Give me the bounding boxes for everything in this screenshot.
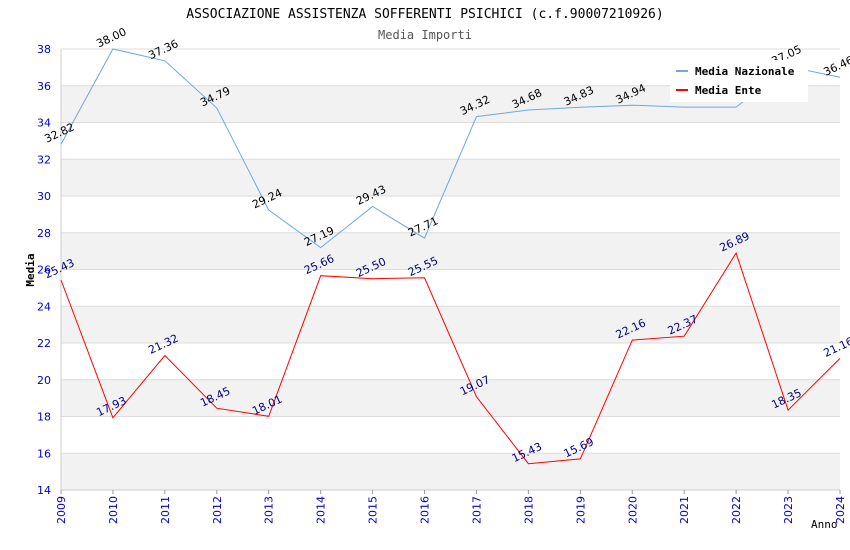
- legend-label-2: Media Ente: [695, 84, 762, 97]
- y-tick-label: 18: [37, 411, 51, 424]
- x-tick-label: 2020: [626, 496, 639, 524]
- chart-subtitle: Media Importi: [378, 28, 472, 42]
- x-tick-label: 2019: [574, 496, 587, 524]
- legend-label-1: Media Nazionale: [695, 65, 795, 78]
- grid-band: [61, 343, 840, 380]
- grid-band: [61, 122, 840, 160]
- y-tick-label: 32: [37, 153, 51, 166]
- y-tick-label: 34: [37, 117, 51, 130]
- grid-band: [61, 379, 840, 417]
- x-tick-label: 2015: [367, 496, 380, 524]
- x-axis-label: Anno: [811, 518, 838, 531]
- series-line-2: [60, 251, 841, 465]
- chart-title: ASSOCIAZIONE ASSISTENZA SOFFERENTI PSICH…: [186, 7, 663, 22]
- grid-band: [61, 416, 840, 454]
- y-tick-label: 16: [37, 447, 51, 460]
- legend: Media Nazionale Media Ente: [670, 60, 808, 102]
- grid-band: [61, 269, 840, 307]
- y-tick-label: 24: [37, 300, 51, 313]
- x-tick-label: 2018: [522, 496, 535, 524]
- x-tick-label: 2016: [419, 496, 432, 524]
- x-tick-label: 2014: [315, 496, 328, 524]
- y-tick-label: 26: [37, 264, 51, 277]
- x-tick-label: 2023: [782, 496, 795, 524]
- y-axis-label: Media: [24, 253, 37, 286]
- series-lines: [60, 48, 841, 465]
- grid-band: [61, 453, 840, 490]
- y-tick-label: 38: [37, 43, 51, 56]
- series-line-1: [60, 48, 841, 249]
- x-tick-label: 2013: [263, 496, 276, 524]
- x-tick-label: 2022: [730, 496, 743, 524]
- grid-band: [61, 232, 840, 270]
- x-tick-label: 2012: [211, 496, 224, 524]
- y-axis-ticks: 14 16 18 20 22 24 26 28 30 32 34 36 38: [37, 43, 51, 497]
- data-label: 38.00: [94, 25, 128, 50]
- y-tick-label: 36: [37, 80, 51, 93]
- x-tick-label: 2011: [159, 496, 172, 524]
- x-tick-label: 2024: [834, 496, 847, 524]
- legend-box: [670, 60, 808, 102]
- y-tick-label: 30: [37, 190, 51, 203]
- x-tick-label: 2017: [470, 496, 483, 524]
- x-tick-label: 2021: [678, 496, 691, 524]
- x-tick-label: 2009: [55, 496, 68, 524]
- grid-band: [61, 196, 840, 233]
- y-tick-label: 28: [37, 227, 51, 240]
- x-axis-ticks: 2009 2010 2011 2012 2013 2014 2015 2016 2017 2018…: [55, 490, 847, 524]
- grid-bands: [60, 48, 840, 491]
- y-tick-label: 22: [37, 337, 51, 350]
- x-tick-label: 2010: [107, 496, 120, 524]
- y-tick-label: 14: [37, 484, 51, 497]
- y-tick-label: 20: [37, 374, 51, 387]
